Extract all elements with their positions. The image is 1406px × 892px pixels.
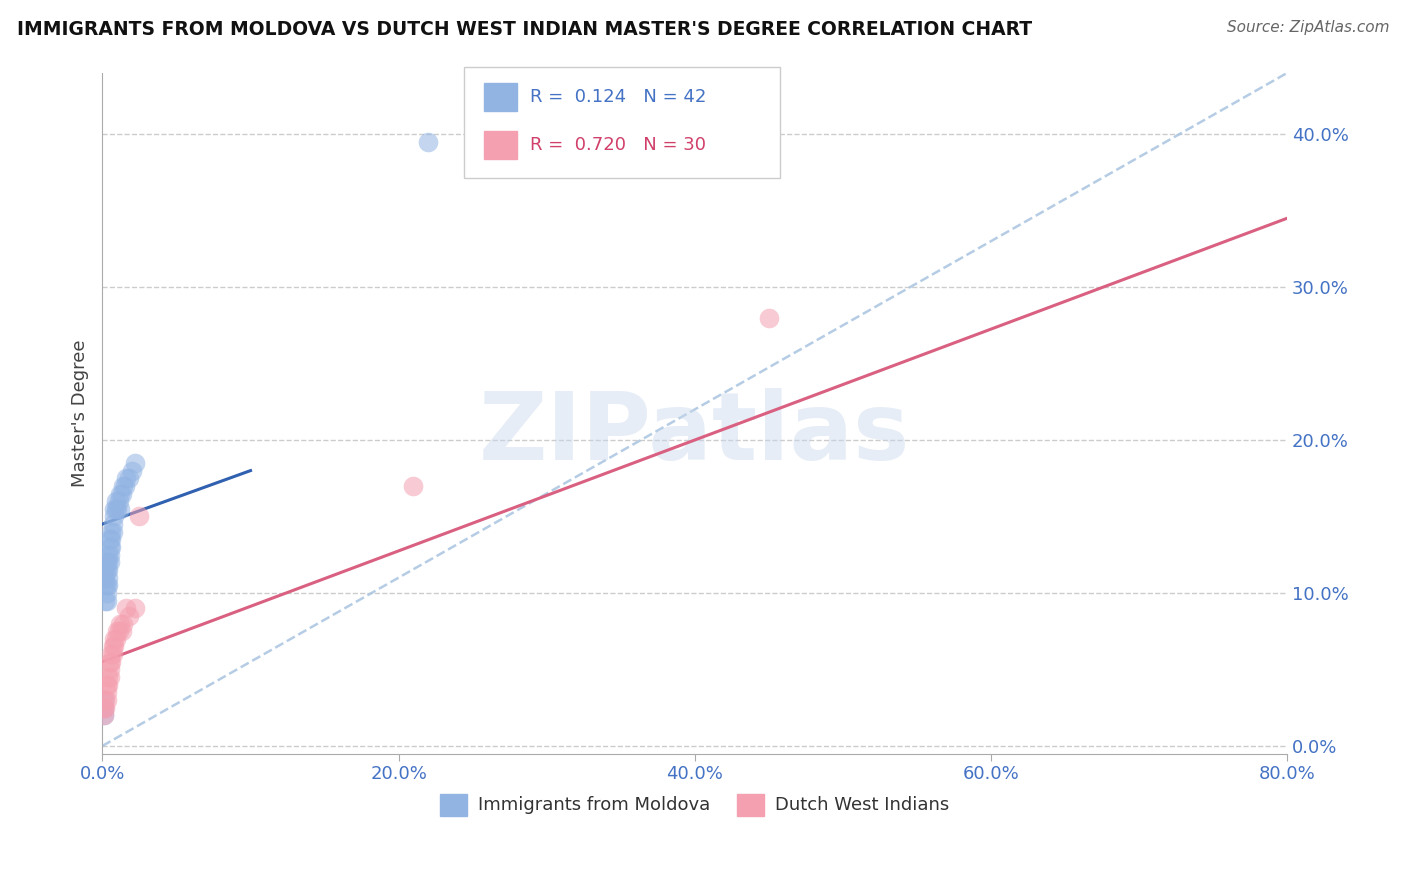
Point <box>97 571 120 585</box>
Point <box>111 624 134 639</box>
Point <box>100 647 122 661</box>
Point <box>104 494 127 508</box>
Point <box>97 563 120 577</box>
Point <box>94 571 117 585</box>
Point <box>402 479 425 493</box>
Legend: Immigrants from Moldova, Dutch West Indians: Immigrants from Moldova, Dutch West Indi… <box>433 786 956 822</box>
Point <box>98 548 121 562</box>
Point <box>101 517 124 532</box>
Point <box>94 578 117 592</box>
Point <box>104 501 127 516</box>
Point <box>118 471 141 485</box>
Point <box>758 310 780 325</box>
Point <box>93 700 115 714</box>
Point <box>96 555 118 569</box>
Text: Source: ZipAtlas.com: Source: ZipAtlas.com <box>1226 20 1389 35</box>
Point <box>112 616 135 631</box>
Point <box>96 586 118 600</box>
Point <box>98 533 121 547</box>
Point <box>111 486 134 500</box>
Point <box>93 700 115 714</box>
Point <box>96 685 118 699</box>
Point <box>103 501 125 516</box>
Point <box>93 693 115 707</box>
Point <box>98 555 121 569</box>
Point <box>100 540 122 554</box>
Point <box>93 708 115 723</box>
Point <box>104 632 127 646</box>
Point <box>108 486 131 500</box>
Point <box>93 708 115 723</box>
Y-axis label: Master's Degree: Master's Degree <box>72 340 89 487</box>
Point <box>107 494 129 508</box>
Point <box>98 662 121 676</box>
Point <box>124 601 146 615</box>
Point <box>103 509 125 524</box>
Point <box>94 593 117 607</box>
Point <box>100 533 122 547</box>
Point <box>124 456 146 470</box>
Point <box>105 624 128 639</box>
Point <box>121 464 143 478</box>
Point <box>94 563 117 577</box>
Point <box>96 593 118 607</box>
Point <box>108 501 131 516</box>
Point <box>94 693 117 707</box>
Point <box>115 601 138 615</box>
Point <box>128 509 150 524</box>
Point <box>97 670 120 684</box>
Text: ZIPatlas: ZIPatlas <box>479 388 911 480</box>
Text: IMMIGRANTS FROM MOLDOVA VS DUTCH WEST INDIAN MASTER'S DEGREE CORRELATION CHART: IMMIGRANTS FROM MOLDOVA VS DUTCH WEST IN… <box>17 20 1032 38</box>
Point <box>96 578 118 592</box>
Point <box>118 608 141 623</box>
Point <box>103 632 125 646</box>
Point <box>96 563 118 577</box>
Point <box>94 700 117 714</box>
Point <box>97 548 120 562</box>
Point <box>115 471 138 485</box>
Point <box>97 555 120 569</box>
Point <box>97 578 120 592</box>
Point <box>100 524 122 539</box>
Point <box>101 647 124 661</box>
Point <box>418 135 440 149</box>
Point <box>101 524 124 539</box>
Point <box>101 640 124 654</box>
Point <box>105 501 128 516</box>
Point <box>108 616 131 631</box>
Point <box>97 678 120 692</box>
Point <box>114 479 136 493</box>
Point <box>98 670 121 684</box>
Point <box>103 640 125 654</box>
Point <box>100 655 122 669</box>
Point <box>107 624 129 639</box>
Text: R =  0.124   N = 42: R = 0.124 N = 42 <box>530 88 706 106</box>
Point <box>112 479 135 493</box>
Point <box>96 693 118 707</box>
Point <box>96 678 118 692</box>
Point <box>98 655 121 669</box>
Point <box>98 540 121 554</box>
Text: R =  0.720   N = 30: R = 0.720 N = 30 <box>530 136 706 154</box>
